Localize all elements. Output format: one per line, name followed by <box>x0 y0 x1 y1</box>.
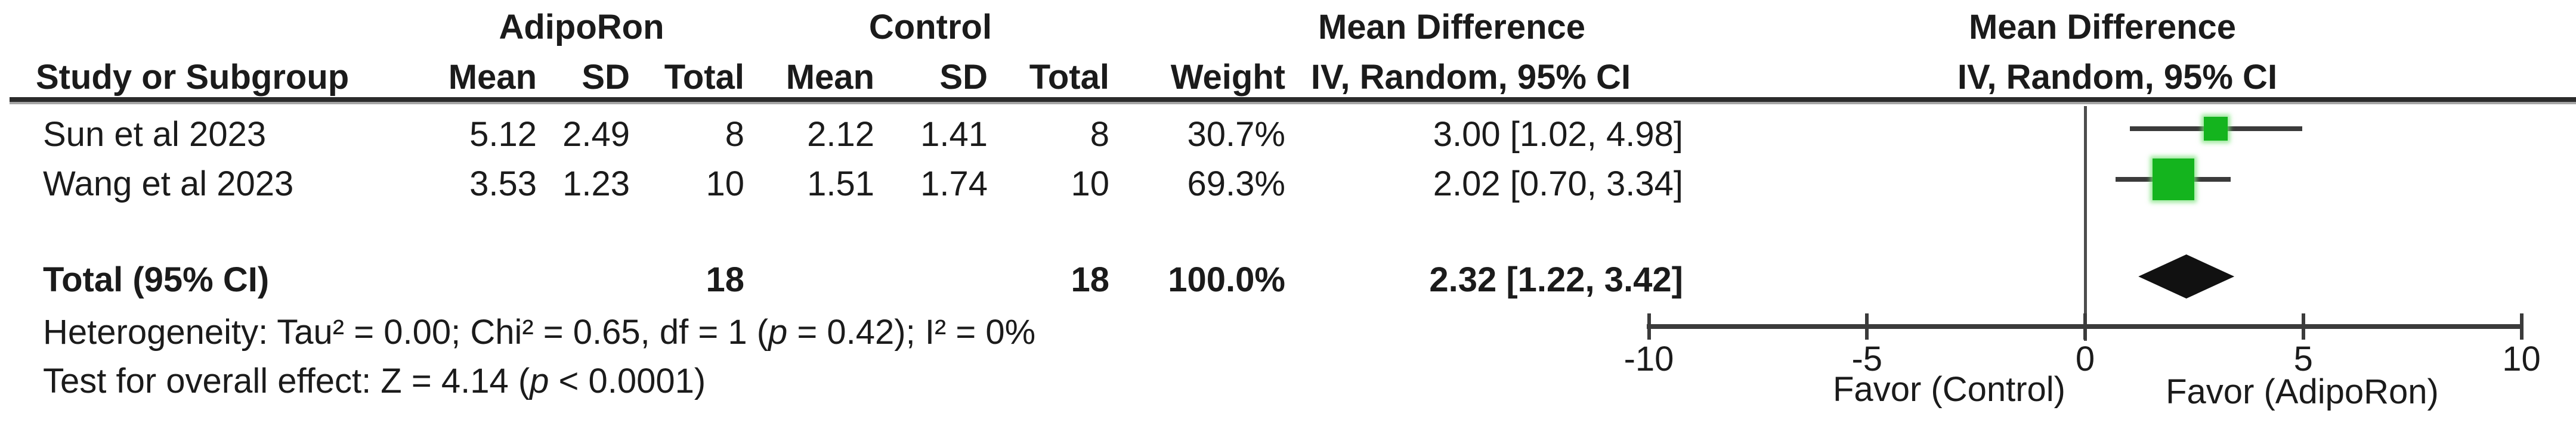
total-row-label: Total (95% CI) <box>43 260 270 299</box>
plot-column-header: Mean Difference <box>1968 8 2237 46</box>
total2-value: 8 <box>1090 115 1109 154</box>
effect-square <box>2204 117 2228 141</box>
axis-tick <box>1865 313 1869 340</box>
axis-tick-label: 10 <box>2502 340 2541 378</box>
axis-tick <box>2519 313 2524 340</box>
favor-right-label: Favor (AdipoRon) <box>2166 372 2439 411</box>
col-header-sd2: SD <box>939 58 988 97</box>
mean2-value: 2.12 <box>807 115 874 154</box>
axis-tick-label: 5 <box>2293 340 2313 378</box>
study-name: Wang et al 2023 <box>43 164 294 203</box>
favor-left-label: Favor (Control) <box>1833 370 2065 409</box>
ci-text: 3.00 [1.02, 4.98] <box>1433 115 1683 154</box>
col-header-weight: Weight <box>1170 58 1285 97</box>
mean1-value: 3.53 <box>469 164 537 203</box>
axis-tick-label: 0 <box>2075 340 2095 378</box>
axis-tick <box>1647 313 1651 340</box>
total1-sum: 18 <box>706 260 744 299</box>
overall-seg1: Test for overall effect: Z = 4.14 ( <box>43 362 530 400</box>
mean1-value: 5.12 <box>469 115 537 154</box>
effect-square <box>2152 158 2194 200</box>
col-header-study: Study or Subgroup <box>36 58 350 97</box>
total2-sum: 18 <box>1071 260 1109 299</box>
sd2-value: 1.41 <box>920 115 988 154</box>
group-header-control: Control <box>868 8 992 46</box>
heterogeneity-text: Heterogeneity: Tau² = 0.00; Chi² = 0.65,… <box>43 313 1035 352</box>
sd1-value: 2.49 <box>562 115 630 154</box>
het-seg2: = 0.42); I² = 0% <box>787 313 1036 352</box>
axis-tick <box>2301 313 2305 340</box>
col-header-total1: Total <box>664 58 744 97</box>
col-header-total2: Total <box>1029 58 1109 97</box>
total-weight: 100.0% <box>1168 260 1285 299</box>
sd2-value: 1.74 <box>920 164 988 203</box>
axis-tick-label: -5 <box>1851 340 1883 378</box>
col-header-effect-sub: IV, Random, 95% CI <box>1310 58 1631 97</box>
overall-effect-text: Test for overall effect: Z = 4.14 (p < 0… <box>43 362 706 400</box>
axis-tick <box>2083 313 2087 340</box>
ci-text: 2.02 [0.70, 3.34] <box>1433 164 1683 203</box>
study-name: Sun et al 2023 <box>43 115 267 154</box>
col-header-mean1: Mean <box>448 58 537 97</box>
zero-reference-line <box>2084 106 2087 341</box>
mean2-value: 1.51 <box>807 164 874 203</box>
plot-header-effect-sub: IV, Random, 95% CI <box>1957 58 2278 97</box>
overall-seg2: < 0.0001) <box>549 362 706 400</box>
sd1-value: 1.23 <box>562 164 630 203</box>
total-ci-text: 2.32 [1.22, 3.42] <box>1429 260 1683 299</box>
axis-tick-label: -10 <box>1623 340 1674 378</box>
het-p-symbol: p <box>768 313 788 352</box>
header-rule-shadow <box>10 102 2576 104</box>
pooled-effect-diamond <box>2138 254 2235 299</box>
total1-value: 10 <box>706 164 744 203</box>
col-header-sd1: SD <box>582 58 630 97</box>
weight-value: 69.3% <box>1187 164 1285 203</box>
total1-value: 8 <box>725 115 744 154</box>
overall-p-symbol: p <box>530 362 549 400</box>
het-seg1: Heterogeneity: Tau² = 0.00; Chi² = 0.65,… <box>43 313 769 352</box>
total2-value: 10 <box>1071 164 1109 203</box>
header-rule <box>10 97 2576 102</box>
effect-column-header: Mean Difference <box>1318 8 1586 46</box>
group-header-adiporon: AdipoRon <box>499 8 664 46</box>
col-header-mean2: Mean <box>786 58 874 97</box>
weight-value: 30.7% <box>1187 115 1285 154</box>
